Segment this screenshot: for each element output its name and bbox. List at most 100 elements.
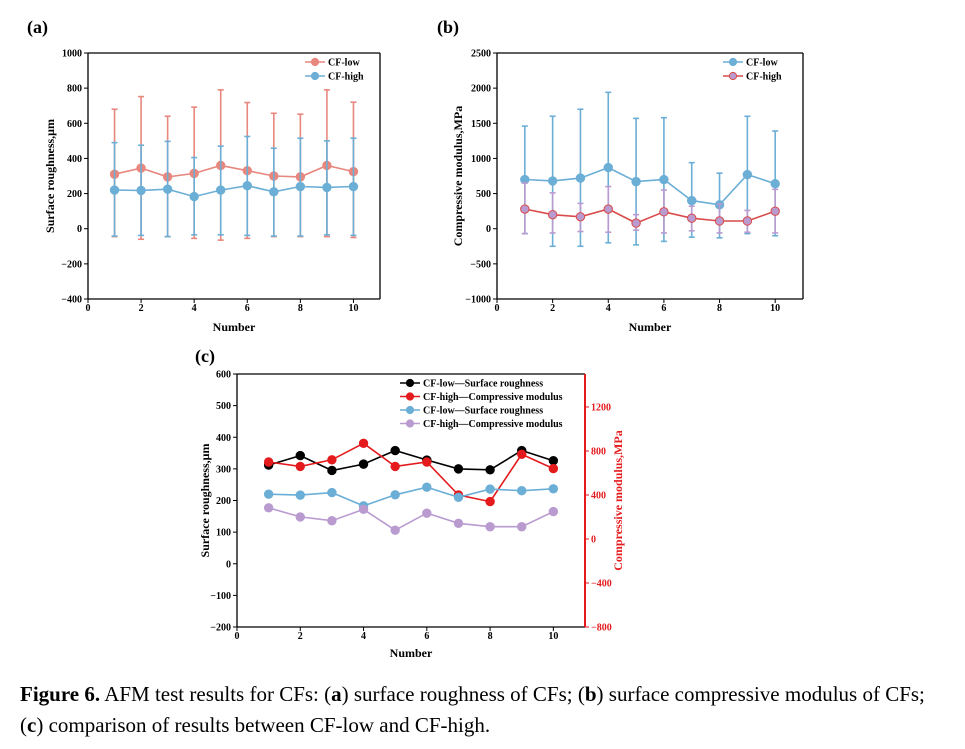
data-point bbox=[263, 503, 274, 513]
chart-panel-c: (c) 0 2 4 6 8 10 −200 −100 0 100 200 300 400 500 600 −80… bbox=[195, 346, 625, 660]
legend-item-2: CF-high bbox=[723, 72, 782, 83]
caption-label: Figure 6. bbox=[20, 682, 101, 706]
data-point bbox=[453, 492, 464, 503]
y-tick-label: 500 bbox=[476, 189, 491, 200]
data-point bbox=[485, 484, 495, 494]
legend-item-1: CF-low bbox=[305, 58, 360, 69]
data-point bbox=[659, 174, 669, 185]
x-tick-label: 6 bbox=[424, 631, 429, 642]
legend-label: CF-low bbox=[328, 58, 360, 69]
y-axis-title: Compressive modulus,MPa bbox=[451, 106, 465, 246]
data-point bbox=[742, 169, 753, 180]
figure-canvas: (a) 0 2 4 6 8 10 −400 −200 0 200 400 600 800 1000 Numbe… bbox=[27, 17, 804, 660]
series-3 bbox=[263, 482, 559, 511]
y-tick-label: 200 bbox=[216, 496, 231, 507]
data-point bbox=[322, 182, 332, 193]
x-tick-label: 4 bbox=[606, 303, 611, 314]
x-tick-label: 10 bbox=[770, 303, 780, 314]
caption-ref-a: a bbox=[331, 682, 342, 706]
panel-label: (b) bbox=[437, 17, 459, 38]
series-1 bbox=[520, 91, 780, 248]
legend-item-1: CF-low—Surface roughness bbox=[400, 379, 543, 390]
data-point bbox=[659, 207, 669, 217]
x-tick-label: 8 bbox=[488, 631, 493, 642]
data-point bbox=[603, 204, 613, 214]
data-point bbox=[390, 461, 400, 472]
x-tick-label: 8 bbox=[298, 303, 303, 314]
data-point bbox=[453, 518, 464, 528]
legend-item-3: CF-low—Surface roughness bbox=[400, 406, 543, 417]
series-line bbox=[268, 442, 554, 503]
y-axis-title: Surface roughness,μm bbox=[198, 444, 212, 558]
y-tick-label: 600 bbox=[216, 370, 231, 381]
data-point bbox=[548, 455, 559, 466]
y2-tick-label: 1200 bbox=[591, 403, 611, 414]
series-line bbox=[524, 166, 776, 206]
y-tick-label: 0 bbox=[226, 559, 231, 570]
data-point bbox=[295, 512, 305, 522]
data-point bbox=[453, 464, 464, 474]
data-point bbox=[547, 209, 558, 220]
data-point bbox=[631, 218, 641, 228]
legend-label: CF-low—Surface roughness bbox=[423, 406, 543, 417]
legend-item-2: CF-high bbox=[305, 72, 364, 83]
y-tick-label: 1000 bbox=[62, 49, 82, 60]
caption-text-2: ) surface roughness of CFs; ( bbox=[341, 682, 585, 706]
legend-label: CF-high bbox=[328, 72, 364, 83]
legend-label: CF-high—Compressive modulus bbox=[423, 419, 563, 430]
data-point bbox=[548, 463, 559, 474]
data-point bbox=[547, 176, 558, 186]
legend-item-4: CF-high—Compressive modulus bbox=[400, 419, 563, 430]
data-point bbox=[327, 455, 337, 465]
y-axis-title: Surface roughness,μm bbox=[43, 119, 57, 233]
caption-ref-c: c bbox=[27, 713, 37, 737]
data-point bbox=[485, 522, 495, 532]
data-point bbox=[216, 185, 226, 195]
x-tick-label: 0 bbox=[86, 303, 91, 314]
data-point bbox=[770, 206, 780, 216]
y2-tick-label: 800 bbox=[591, 447, 606, 458]
x-axis-title: Number bbox=[213, 320, 256, 334]
data-point bbox=[575, 212, 586, 222]
legend-item-1: CF-low bbox=[723, 58, 778, 69]
y-tick-label: −400 bbox=[61, 295, 82, 306]
data-point bbox=[485, 465, 495, 475]
series-line bbox=[114, 164, 354, 178]
series-line bbox=[268, 507, 554, 532]
data-point bbox=[517, 522, 527, 532]
caption-text-1: AFM test results for CFs: ( bbox=[100, 682, 332, 706]
data-point bbox=[390, 445, 400, 456]
y-tick-label: −1000 bbox=[465, 295, 491, 306]
data-point bbox=[603, 162, 613, 173]
data-point bbox=[242, 180, 252, 191]
y-tick-label: −200 bbox=[210, 623, 231, 634]
panel-label: (a) bbox=[27, 17, 48, 38]
x-tick-label: 4 bbox=[361, 631, 366, 642]
series-4 bbox=[263, 503, 559, 535]
x-axis-title: Number bbox=[629, 320, 672, 334]
y-tick-label: −100 bbox=[210, 591, 231, 602]
data-point bbox=[517, 485, 527, 496]
chart-panel-a: (a) 0 2 4 6 8 10 −400 −200 0 200 400 600 800 1000 Numbe… bbox=[27, 17, 381, 334]
data-point bbox=[548, 506, 559, 517]
series-line bbox=[268, 486, 554, 507]
series-2 bbox=[520, 182, 780, 235]
legend-marker bbox=[728, 71, 738, 81]
y-tick-label: 100 bbox=[216, 528, 231, 539]
y-tick-label: 800 bbox=[67, 84, 82, 95]
x-tick-label: 6 bbox=[245, 303, 250, 314]
data-point bbox=[770, 179, 780, 189]
y-tick-label: 400 bbox=[216, 433, 231, 444]
x-tick-label: 2 bbox=[298, 631, 303, 642]
legend-label: CF-low—Surface roughness bbox=[423, 379, 543, 390]
data-point bbox=[162, 184, 173, 194]
caption-text-4: ) comparison of results between CF-low a… bbox=[36, 713, 491, 737]
y-tick-label: 400 bbox=[67, 154, 82, 165]
y-tick-label: −500 bbox=[470, 259, 491, 270]
y2-axis-title: Compressive modulus,MPa bbox=[611, 430, 625, 570]
series-line bbox=[268, 449, 554, 472]
legend-marker bbox=[405, 378, 415, 388]
data-point bbox=[485, 496, 495, 507]
series-1 bbox=[109, 89, 359, 241]
x-tick-label: 2 bbox=[139, 303, 144, 314]
